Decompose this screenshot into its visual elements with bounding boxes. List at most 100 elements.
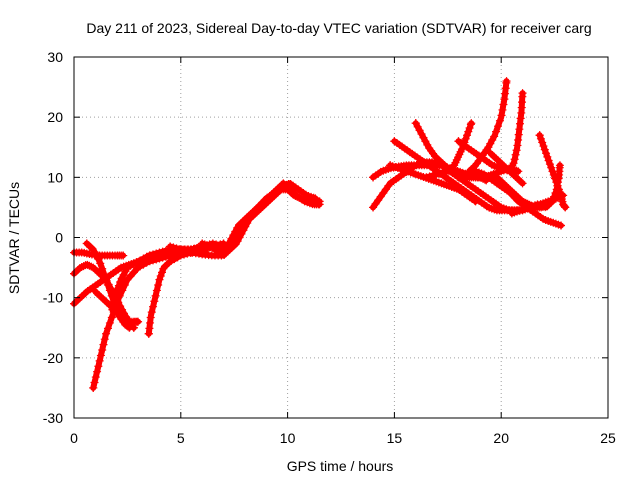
- data-point-marker: [540, 145, 549, 154]
- data-point-marker: [501, 89, 510, 98]
- series-arc-24: [507, 161, 564, 218]
- data-point-marker: [490, 132, 499, 141]
- data-point-marker: [539, 142, 548, 151]
- data-point-marker: [75, 294, 84, 303]
- data-point-marker: [557, 221, 566, 230]
- data-point-marker: [498, 178, 507, 187]
- data-point-marker: [108, 305, 117, 314]
- data-point-marker: [79, 290, 88, 299]
- data-point-marker: [518, 179, 527, 188]
- data-point-marker: [488, 151, 497, 160]
- data-point-marker: [369, 173, 378, 182]
- data-point-marker: [434, 155, 443, 164]
- data-point-marker: [386, 161, 395, 170]
- x-tick-label: 10: [280, 430, 296, 446]
- data-point-marker: [134, 317, 143, 326]
- data-point-marker: [535, 131, 544, 140]
- data-point-marker: [494, 156, 503, 165]
- data-point-marker: [103, 281, 112, 290]
- data-point-marker: [100, 296, 109, 305]
- data-point-marker: [114, 309, 123, 318]
- data-point-marker: [507, 209, 516, 218]
- data-point-marker: [492, 127, 501, 136]
- data-point-marker: [493, 122, 502, 131]
- data-point-marker: [84, 241, 93, 250]
- data-point-marker: [514, 167, 523, 176]
- data-point-marker: [102, 275, 111, 284]
- data-point-marker: [551, 188, 560, 197]
- y-axis-label: SDTVAR / TECUs: [6, 182, 22, 294]
- data-point-marker: [82, 239, 91, 248]
- data-point-marker: [512, 166, 521, 175]
- data-point-marker: [545, 160, 554, 169]
- data-point-marker: [109, 300, 118, 309]
- data-point-marker: [511, 150, 520, 159]
- data-point-marker: [94, 255, 103, 264]
- data-point-marker: [100, 335, 109, 344]
- data-point-marker: [411, 119, 420, 128]
- data-point-marker: [90, 378, 99, 387]
- data-point-marker: [119, 270, 128, 279]
- data-point-marker: [102, 329, 111, 338]
- data-point-marker: [105, 286, 114, 295]
- data-point-marker: [113, 285, 122, 294]
- data-point-marker: [542, 149, 551, 158]
- x-tick-label: 15: [387, 430, 403, 446]
- data-point-marker: [496, 158, 505, 167]
- data-point-marker: [419, 133, 428, 142]
- data-point-marker: [454, 173, 463, 182]
- data-point-marker: [552, 185, 561, 194]
- data-point-marker: [162, 260, 171, 269]
- data-point-marker: [548, 167, 557, 176]
- data-point-marker: [547, 163, 556, 172]
- grid: [74, 57, 608, 418]
- data-point-marker: [515, 119, 524, 128]
- data-point-marker: [501, 84, 510, 93]
- data-point-marker: [229, 236, 238, 245]
- data-point-marker: [508, 187, 517, 196]
- series-arc-17: [386, 161, 480, 206]
- data-point-marker: [158, 268, 167, 277]
- data-point-marker: [98, 264, 107, 273]
- data-point-marker: [112, 289, 121, 298]
- data-point-marker: [538, 138, 547, 147]
- data-point-marker: [555, 161, 564, 170]
- data-point-marker: [155, 275, 164, 284]
- data-point-marker: [282, 180, 291, 189]
- data-point-marker: [461, 134, 470, 143]
- data-point-marker: [544, 156, 553, 165]
- data-point-marker: [438, 159, 447, 168]
- data-point-marker: [99, 294, 108, 303]
- data-point-marker: [446, 164, 455, 173]
- data-point-marker: [432, 154, 441, 163]
- data-point-marker: [486, 149, 495, 158]
- data-point-marker: [417, 130, 426, 139]
- x-axis-label: GPS time / hours: [287, 458, 394, 474]
- data-point-marker: [484, 143, 493, 152]
- data-point-marker: [536, 134, 545, 143]
- data-point-marker: [413, 122, 422, 131]
- data-point-marker: [98, 346, 107, 355]
- data-point-marker: [85, 261, 94, 270]
- data-point-marker: [463, 131, 472, 140]
- y-tick-label: 30: [47, 49, 63, 65]
- data-point-marker: [91, 265, 100, 274]
- data-point-marker: [71, 297, 80, 306]
- data-point-marker: [492, 173, 501, 182]
- axis-ticks: 0 5 10 15 20 25 -30 -20 -10 0 10 20 30: [43, 49, 616, 446]
- data-point-marker: [553, 181, 562, 190]
- data-point-marker: [499, 161, 508, 170]
- series-arc-21: [486, 89, 527, 176]
- data-point-marker: [234, 227, 243, 236]
- data-point-marker: [90, 247, 99, 256]
- data-point-marker: [452, 168, 461, 177]
- data-point-marker: [498, 160, 507, 169]
- data-point-marker: [71, 267, 80, 276]
- data-point-marker: [154, 281, 163, 290]
- data-point-marker: [311, 194, 320, 203]
- data-point-marker: [421, 137, 430, 146]
- series-arc-05: [89, 239, 228, 392]
- data-point-marker: [97, 293, 106, 302]
- y-tick-label: 20: [47, 109, 63, 125]
- data-point-marker: [415, 126, 424, 135]
